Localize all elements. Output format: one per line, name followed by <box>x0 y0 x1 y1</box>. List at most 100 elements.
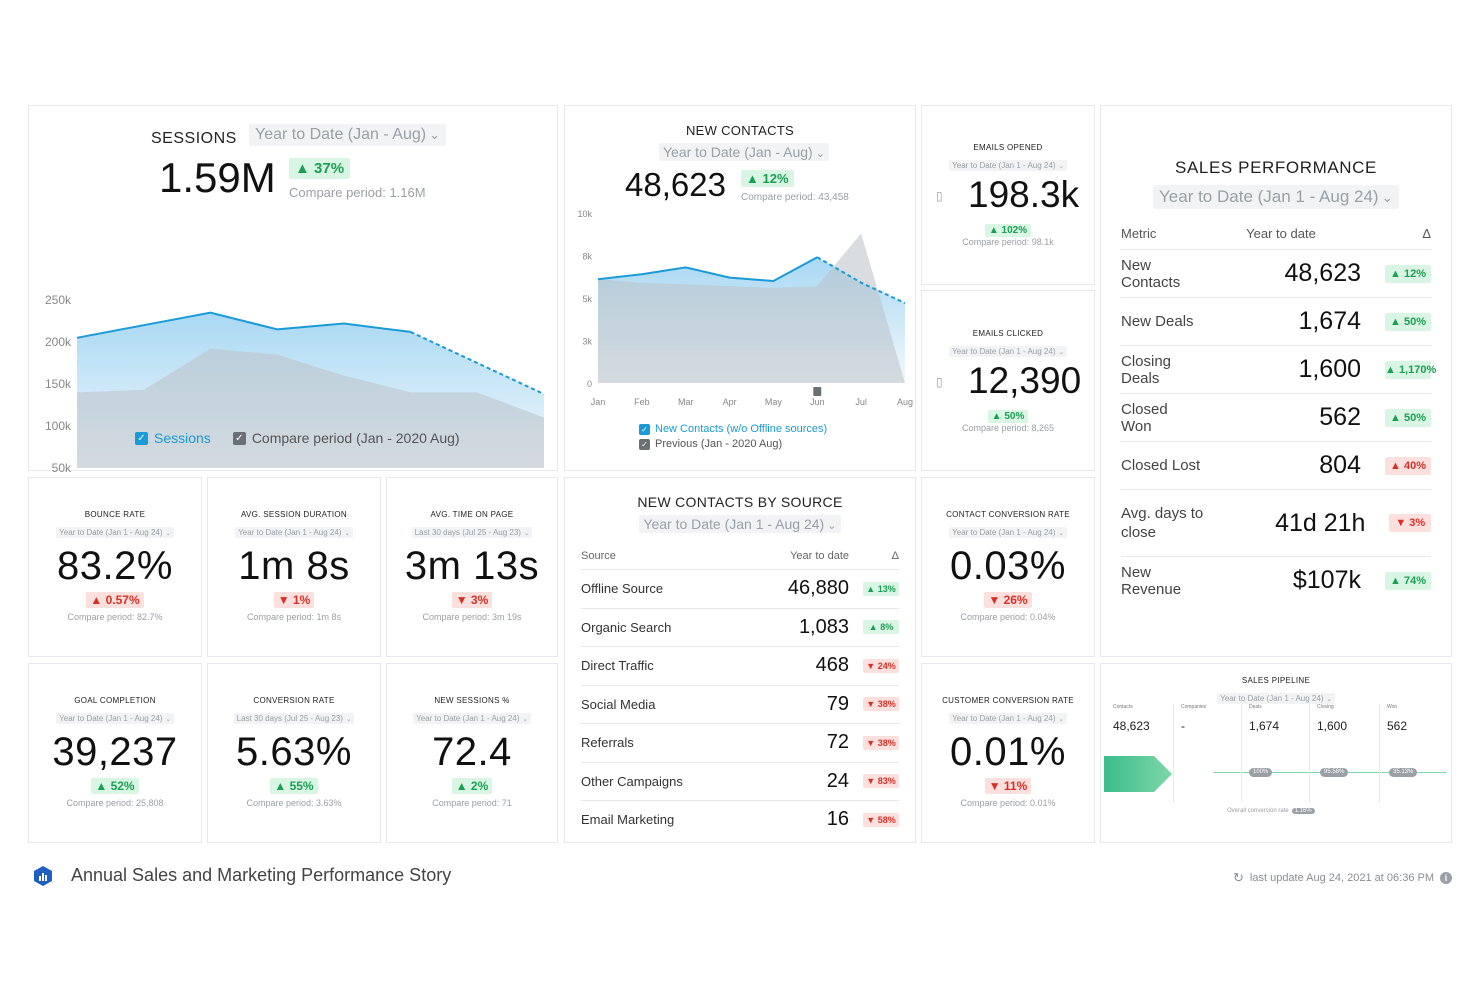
pipeline-stage-value: 1,600 <box>1317 719 1348 733</box>
sales-performance-period-dropdown[interactable]: Year to Date (Jan 1 - Aug 24) ⌄ <box>1153 185 1399 209</box>
goal-completion-change-badge: ▲ 52% <box>91 778 139 794</box>
avg-session-duration-compare: Compare period: 1m 8s <box>246 612 342 622</box>
sales-performance-title: SALES PERFORMANCE <box>1175 158 1377 177</box>
source-value: 79 <box>826 692 849 715</box>
pipeline-stage-label: Won <box>1387 704 1398 710</box>
footer: Annual Sales and Marketing Performance S… <box>28 862 1452 888</box>
avg-time-on-page-period-dropdown[interactable]: Last 30 days (Jul 25 - Aug 23) ⌄ <box>411 527 533 538</box>
source-value: 46,880 <box>787 577 849 599</box>
contacts-by-source-title: NEW CONTACTS BY SOURCE <box>637 494 843 510</box>
avg-session-duration-period-dropdown[interactable]: Year to Date (Jan 1 - Aug 24) ⌄ <box>235 527 353 538</box>
customer-conversion-rate-value: 0.01% <box>950 730 1066 774</box>
bounce-rate-period-dropdown[interactable]: Year to Date (Jan 1 - Aug 24) ⌄ <box>56 527 174 538</box>
customer-conversion-rate-period-dropdown[interactable]: Year to Date (Jan 1 - Aug 24) ⌄ <box>949 713 1067 724</box>
chevron-down-icon: ⌄ <box>1058 349 1064 356</box>
contacts-by-source-period-label: Year to Date (Jan 1 - Aug 24) <box>643 516 825 532</box>
goal-completion-period-dropdown[interactable]: Year to Date (Jan 1 - Aug 24) ⌄ <box>56 713 174 724</box>
metric-change-badge: ▲ 50% <box>1385 408 1431 427</box>
emails-opened-period-dropdown[interactable]: Year to Date (Jan 1 - Aug 24) ⌄ <box>949 160 1067 171</box>
conversion-rate-value: 5.63% <box>236 730 352 774</box>
source-name: Organic Search <box>581 619 672 635</box>
source-value: 1,083 <box>798 615 849 638</box>
series-current-forecast-line <box>816 256 906 305</box>
new-sessions-change-badge: ▲ 2% <box>451 778 493 794</box>
metric-name: Closing Deals <box>1121 352 1172 387</box>
refresh-icon[interactable]: ↻ <box>1233 870 1244 885</box>
sales-performance-row: New Contacts 48,623 ▲ 12% <box>1121 249 1431 297</box>
source-row: Referrals 72 ▼ 38% <box>581 723 899 761</box>
contact-conversion-rate-value: 0.03% <box>950 544 1066 588</box>
x-tick-label: Jan <box>591 397 606 407</box>
chevron-down-icon: ⌄ <box>165 530 171 537</box>
sessions-legend-checkbox[interactable]: ✓ <box>135 431 148 445</box>
source-change-badge: ▲ 13% <box>863 581 899 596</box>
compare-legend-checkbox[interactable]: ✓ <box>232 431 246 445</box>
source-change-badge: ▼ 83% <box>863 774 899 788</box>
avg-time-on-page-card: AVG. TIME ON PAGE Last 30 days (Jul 25 -… <box>386 477 558 657</box>
bounce-rate-period-label: Year to Date (Jan 1 - Aug 24) <box>59 528 163 537</box>
y-tick-label: 50k <box>52 461 72 475</box>
new-sessions-period-dropdown[interactable]: Year to Date (Jan 1 - Aug 24) ⌄ <box>413 713 531 724</box>
sessions-legend-current: Sessions <box>154 430 211 446</box>
pipeline-stage-value: - <box>1181 719 1185 733</box>
metric-value: 1,600 <box>1298 355 1361 383</box>
contacts-by-source-period-dropdown[interactable]: Year to Date (Jan 1 - Aug 24) ⌄ <box>639 515 841 533</box>
sales-performance-row: New Deals 1,674 ▲ 50% <box>1121 297 1431 345</box>
info-icon[interactable]: i <box>1440 872 1452 884</box>
series-previous-area <box>77 348 544 468</box>
emails-opened-card: EMAILS OPENED Year to Date (Jan 1 - Aug … <box>921 105 1095 285</box>
conversion-rate-title: CONVERSION RATE <box>253 696 335 705</box>
previous-legend-checkbox[interactable]: ✓ <box>639 439 650 450</box>
customer-conversion-rate-period-label: Year to Date (Jan 1 - Aug 24) <box>952 714 1056 723</box>
source-value: 468 <box>815 654 849 676</box>
new-contacts-legend: ✓ New Contacts (w/o Offline sources) ✓ P… <box>639 422 827 452</box>
avg-session-duration-title: AVG. SESSION DURATION <box>240 510 348 519</box>
conversion-rate-period-dropdown[interactable]: Last 30 days (Jul 25 - Aug 23) ⌄ <box>233 713 355 724</box>
sessions-chart: 50k100k150k200k250kJanFebMarAprMayJunJul… <box>45 293 545 496</box>
chevron-down-icon: ⌄ <box>1326 696 1332 703</box>
sales-performance-header: Metric Year to date Δ <box>1121 226 1431 241</box>
new-contacts-period-dropdown[interactable]: Year to Date (Jan - Aug) ⌄ <box>659 143 830 161</box>
metric-change-badge: ▲ 1,170% <box>1385 360 1436 379</box>
metric-change-badge: ▲ 40% <box>1385 456 1431 475</box>
source-value: 24 <box>826 769 849 792</box>
bounce-rate-change-badge: ▲ 0.57% <box>86 592 144 608</box>
chevron-down-icon: ⌄ <box>1381 190 1393 205</box>
conversion-rate-compare: Compare period: 3.63% <box>246 798 342 808</box>
goal-completion-period-label: Year to Date (Jan 1 - Aug 24) <box>59 714 163 723</box>
sessions-period-dropdown[interactable]: Year to Date (Jan - Aug) ⌄ <box>249 124 446 146</box>
chevron-down-icon: ⌄ <box>1058 716 1064 723</box>
col-year-to-date: Year to date <box>790 550 849 562</box>
new-contacts-legend-previous: Previous (Jan - 2020 Aug) <box>655 438 783 450</box>
series-current-line <box>597 256 818 283</box>
emails-opened-value: 198.3k <box>968 174 1080 215</box>
sessions-title: SESSIONS <box>151 130 237 147</box>
metric-value: 562 <box>1319 403 1361 431</box>
pipeline-stage: Companies - <box>1181 704 1241 733</box>
contact-conversion-rate-period-dropdown[interactable]: Year to Date (Jan 1 - Aug 24) ⌄ <box>949 527 1067 538</box>
bounce-rate-title: BOUNCE RATE <box>84 510 146 519</box>
new-contacts-legend-checkbox[interactable]: ✓ <box>639 424 650 435</box>
sessions-legend: ✓ Sessions ✓ Compare period (Jan - 2020 … <box>135 430 460 446</box>
emails-opened-change-badge: ▲ 102% <box>984 224 1032 237</box>
overall-conversion-badge: 1.16% <box>1291 808 1315 814</box>
metric-value: 804 <box>1319 451 1361 479</box>
new-contacts-chart: 0 3k 5k 8k 10k Jan Feb Mar Apr May Jun Jul Aug <box>577 209 913 407</box>
new-contacts-compare: Compare period: 43,458 <box>741 192 849 203</box>
last-update-text: last update Aug 24, 2021 at 06:36 PM <box>1249 872 1434 884</box>
goal-completion-value: 39,237 <box>52 730 178 774</box>
source-value: 72 <box>826 731 849 753</box>
pipeline-stage: Contacts 48,623 <box>1113 704 1173 733</box>
new-sessions-value: 72.4 <box>432 730 512 774</box>
x-tick-label: Mar <box>678 397 694 407</box>
metric-value: 48,623 <box>1284 259 1361 287</box>
emails-clicked-period-dropdown[interactable]: Year to Date (Jan 1 - Aug 24) ⌄ <box>949 346 1067 357</box>
avg-session-duration-change-badge: ▼ 1% <box>273 592 315 608</box>
bounce-rate-compare: Compare period: 82.7% <box>67 612 163 622</box>
sales-pipeline-period-dropdown[interactable]: Year to Date (Jan 1 - Aug 24) ⌄ <box>1217 693 1335 704</box>
new-contacts-value: 48,623 <box>625 166 726 203</box>
source-name: Email Marketing <box>581 812 675 827</box>
contacts-by-source-header: Source Year to date Δ <box>581 550 899 562</box>
footer-update: ↻ last update Aug 24, 2021 at 06:36 PM i <box>1233 870 1452 886</box>
pipeline-separator <box>1173 704 1174 802</box>
